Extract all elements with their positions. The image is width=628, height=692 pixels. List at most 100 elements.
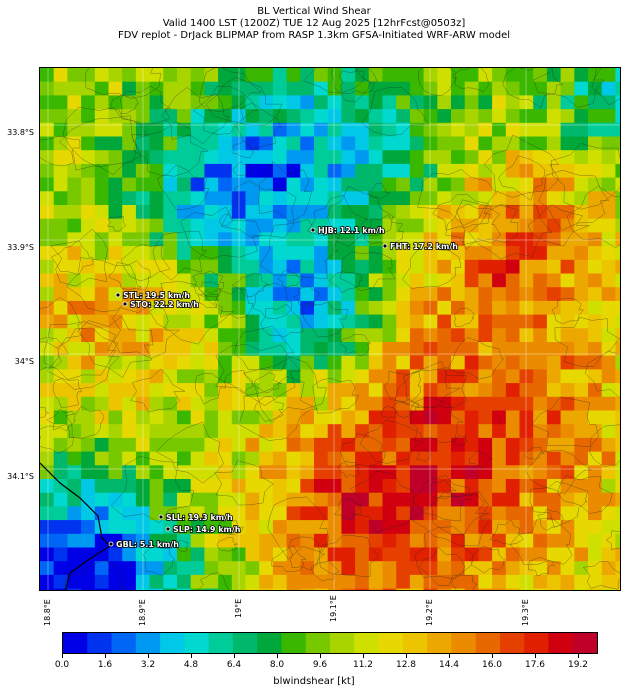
station-dot[interactable] — [115, 292, 121, 298]
contour-line — [498, 155, 546, 201]
shear-cell — [163, 342, 178, 357]
shear-cell — [341, 95, 356, 110]
contour-line — [359, 419, 424, 464]
shear-cell — [327, 109, 342, 124]
station-dot[interactable] — [122, 301, 128, 307]
shear-cell — [314, 177, 329, 192]
shear-cell — [177, 588, 192, 590]
station-dot[interactable] — [310, 227, 316, 233]
shear-cell — [478, 300, 493, 316]
shear-cell — [327, 300, 342, 316]
shear-cell — [368, 588, 384, 590]
shear-cell — [149, 492, 164, 507]
shear-cell — [505, 163, 521, 179]
station-dot[interactable] — [158, 514, 164, 520]
shear-cell — [327, 588, 342, 590]
shear-cell — [533, 314, 548, 329]
shear-cell — [451, 232, 466, 247]
shear-cell — [286, 300, 301, 316]
shear-cell — [245, 177, 260, 192]
shear-cell — [574, 342, 589, 357]
shear-cell — [67, 68, 82, 83]
contour-line — [417, 169, 498, 226]
shear-cell — [423, 246, 438, 261]
shear-cell — [286, 506, 301, 521]
station-dot[interactable] — [165, 526, 171, 532]
shear-cell — [81, 109, 96, 124]
shear-cell — [341, 437, 356, 453]
contour-line — [214, 460, 275, 506]
shear-cell — [533, 479, 548, 494]
shear-cell — [437, 561, 452, 576]
shear-cell — [81, 314, 96, 329]
shear-cell — [108, 81, 123, 96]
shear-cell — [492, 437, 507, 453]
shear-cell — [341, 342, 356, 357]
shear-cell — [314, 95, 329, 110]
shear-cell — [163, 177, 178, 192]
shear-cell — [286, 574, 301, 590]
shear-cell — [81, 424, 96, 439]
shear-cell — [533, 437, 548, 453]
shear-cell — [409, 451, 425, 466]
chart-title: BL Vertical Wind Shear — [257, 6, 371, 17]
shear-cell — [478, 533, 493, 549]
shear-cell — [163, 287, 178, 302]
shear-cell — [163, 588, 178, 590]
shear-cell — [272, 396, 288, 412]
map-panel[interactable]: HJB: 12.1 km/h FHT: 17.2 km/h STL: 19.5 km… — [39, 67, 621, 591]
shear-cell — [204, 492, 219, 507]
shear-cell — [409, 547, 425, 562]
shear-cell — [588, 314, 603, 329]
shear-cell — [423, 479, 438, 494]
shear-cell — [190, 506, 205, 521]
contour-line — [130, 368, 186, 413]
shear-cell — [574, 396, 589, 412]
shear-cell — [492, 492, 507, 507]
station-dot[interactable] — [108, 541, 114, 547]
shear-cell — [601, 328, 616, 343]
station-dot[interactable] — [382, 243, 388, 249]
shear-cell — [53, 232, 68, 247]
shear-cell — [437, 259, 452, 275]
shear-cell — [423, 136, 438, 151]
contour-line — [418, 546, 466, 586]
shear-cell — [272, 451, 288, 466]
shear-cell — [519, 410, 534, 425]
shear-cell — [560, 136, 575, 151]
shear-cell — [437, 506, 452, 521]
shear-cell — [368, 150, 384, 165]
shear-cell — [533, 574, 548, 590]
shear-cell — [163, 191, 178, 206]
shear-cell — [601, 259, 616, 275]
shear-cell — [40, 520, 55, 535]
shear-cell — [423, 232, 438, 247]
shear-cells — [40, 68, 620, 590]
shear-cell — [122, 369, 137, 384]
shear-cell — [382, 205, 397, 220]
shear-cell — [368, 287, 384, 302]
shear-cell — [341, 465, 356, 480]
shear-cell — [108, 396, 123, 412]
shear-cell — [53, 533, 68, 549]
shear-cell — [478, 424, 493, 439]
shear-cell — [245, 410, 260, 425]
colorbar-swatch — [330, 633, 355, 653]
shear-cell — [81, 342, 96, 357]
shear-cell — [368, 259, 384, 275]
shear-cell — [81, 410, 96, 425]
shear-cell — [574, 369, 589, 384]
contour-line — [253, 396, 284, 422]
contour-line — [215, 344, 301, 406]
shear-cell — [546, 547, 562, 562]
shear-cell — [204, 218, 219, 233]
colorbar-swatch — [257, 633, 282, 653]
shear-cell — [163, 218, 178, 233]
colorbar-tick-mark — [320, 654, 321, 658]
shear-cell — [546, 506, 562, 521]
shear-cell — [368, 561, 384, 576]
shear-cell — [218, 396, 233, 412]
shear-cell — [533, 328, 548, 343]
contour-line — [271, 545, 308, 572]
